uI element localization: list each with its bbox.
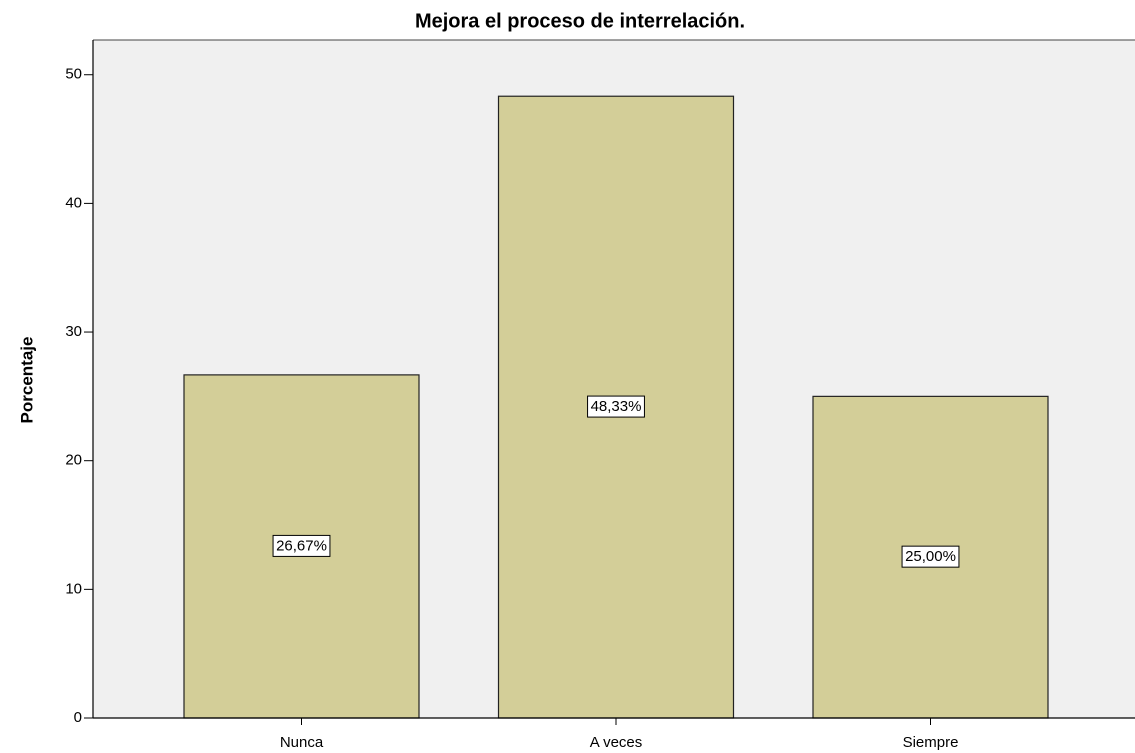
value-label: 48,33% xyxy=(591,398,642,415)
chart-title: Mejora el proceso de interrelación. xyxy=(415,10,745,32)
y-tick-label: 10 xyxy=(65,580,82,597)
value-label-box xyxy=(587,395,645,418)
x-tick-label: Nunca xyxy=(280,734,324,751)
x-tick-label: A veces xyxy=(590,734,643,751)
y-tick-label: 20 xyxy=(65,452,82,469)
value-label-box xyxy=(272,534,331,557)
y-tick-label: 30 xyxy=(65,323,82,340)
y-tick-label: 50 xyxy=(65,66,82,83)
y-tick-label: 40 xyxy=(65,194,82,211)
value-label: 25,00% xyxy=(905,548,956,565)
value-label-box xyxy=(901,545,960,568)
y-tick-label: 0 xyxy=(74,709,82,726)
y-axis-label: Porcentaje xyxy=(17,337,36,424)
value-label: 26,67% xyxy=(276,537,327,554)
x-tick-label: Siempre xyxy=(903,734,959,751)
